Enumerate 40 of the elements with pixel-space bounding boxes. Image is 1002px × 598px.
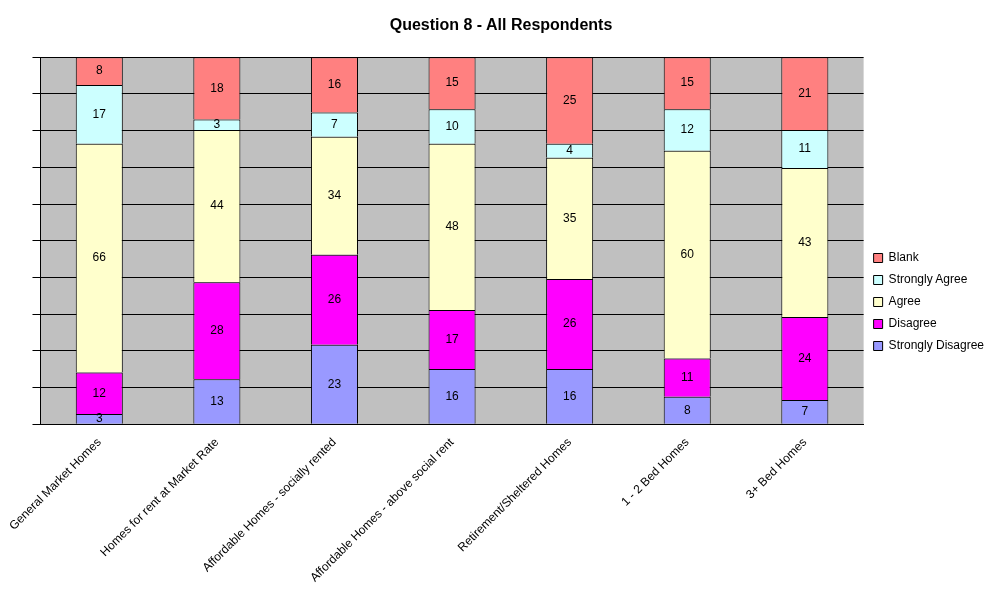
chart-title: Question 8 - All Respondents: [389, 16, 613, 34]
data-label: 44: [210, 198, 224, 213]
data-label: 17: [92, 106, 107, 121]
legend-label: Strongly Agree: [888, 272, 968, 287]
data-label: 21: [798, 85, 812, 100]
data-label: 43: [798, 234, 812, 249]
data-label: 7: [801, 404, 809, 419]
legend-label: Strongly Disagree: [888, 338, 985, 353]
data-label: 23: [327, 376, 342, 391]
data-label: 11: [798, 141, 812, 156]
data-label: 48: [445, 219, 460, 234]
data-label: 12: [680, 122, 695, 137]
data-label: 8: [683, 402, 691, 417]
data-label: 34: [327, 188, 342, 203]
data-label: 17: [445, 331, 460, 346]
data-label: 18: [210, 80, 224, 95]
data-label: 35: [562, 210, 577, 225]
data-label: 16: [562, 388, 577, 403]
data-label: 4: [566, 143, 574, 158]
data-label: 26: [327, 291, 342, 306]
data-label: 11: [681, 369, 694, 384]
data-label: 3: [213, 117, 221, 132]
data-label: 16: [327, 77, 342, 92]
data-label: 10: [445, 118, 460, 133]
data-label: 15: [445, 75, 460, 90]
legend-label: Disagree: [888, 316, 937, 331]
data-label: 16: [445, 388, 460, 403]
data-label: 24: [798, 350, 812, 365]
data-label: 7: [331, 117, 339, 132]
legend-label: Blank: [888, 250, 920, 265]
data-label: 60: [680, 246, 695, 261]
data-label: 13: [210, 393, 224, 408]
data-label: 8: [95, 63, 103, 78]
data-label: 15: [680, 75, 695, 90]
legend-label: Agree: [888, 294, 921, 309]
data-label: 28: [210, 323, 224, 338]
data-label: 12: [92, 385, 107, 400]
data-label: 26: [562, 316, 577, 331]
data-label: 66: [92, 250, 107, 265]
data-label: 25: [562, 92, 577, 107]
